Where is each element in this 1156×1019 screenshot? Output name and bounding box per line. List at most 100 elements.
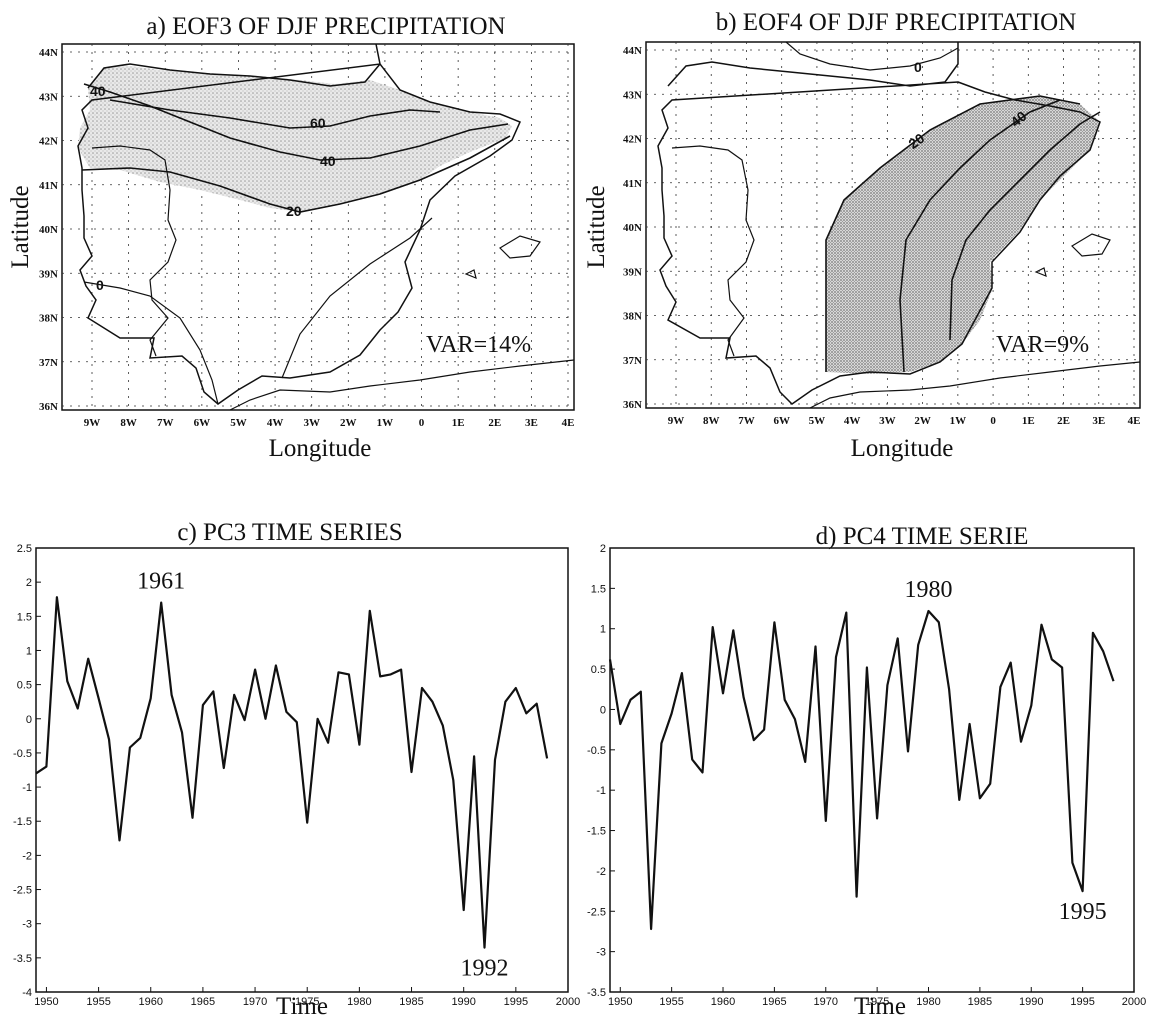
chart-c-annotation: 1992: [461, 956, 509, 982]
map-lon-tick-label: 1E: [1022, 415, 1035, 427]
chart-d-y-tick-label: -2: [596, 866, 606, 878]
chart-c-y-tick-label: -2.5: [13, 885, 32, 897]
map-lat-tick-label: 39N: [39, 268, 58, 280]
map-lat-tick-label: 44N: [623, 45, 642, 57]
chart-c-y-tick-label: 2.5: [17, 543, 32, 555]
chart-d-series: 1980 1995: [608, 577, 1115, 931]
chart-c-y-tick-label: -3.5: [13, 953, 32, 965]
chart-c-y-tick-label: -4: [22, 987, 32, 999]
map-b-lat-ticks: 44N 43N 42N 41N 40N 39N 38N 37N 36N: [623, 45, 642, 411]
chart-d-y-tick-label: 0: [600, 704, 606, 716]
map-lat-tick-label: 42N: [623, 134, 642, 146]
map-lat-tick-label: 40N: [623, 222, 642, 234]
map-lat-tick-label: 36N: [623, 399, 642, 411]
map-lat-tick-label: 42N: [39, 136, 58, 148]
chart-c-y-tick-label: -1.5: [13, 816, 32, 828]
map-a-title: a) EOF3 OF DJF PRECIPITATION: [146, 13, 505, 40]
map-b-shaded-region: [826, 96, 1100, 374]
map-lat-tick-label: 38N: [623, 311, 642, 323]
chart-d: d) PC4 TIME SERIE 1950 1955 1960 1965 1970 19…: [587, 523, 1146, 1019]
map-lat-tick-label: 37N: [623, 355, 642, 367]
map-a-lat-ticks: 44N 43N 42N 41N 40N 39N 38N 37N 36N: [39, 47, 58, 413]
map-lon-tick-label: 2E: [1057, 415, 1070, 427]
chart-c-x-tick-label: 1975: [295, 996, 319, 1008]
map-lat-tick-label: 40N: [39, 224, 58, 236]
chart-c-x-tick-label: 1990: [451, 996, 475, 1008]
map-lon-tick-label: 8W: [703, 415, 720, 427]
chart-c-y-tick-label: 1.5: [17, 611, 32, 623]
map-a-contour-label: 20: [286, 203, 302, 219]
chart-d-x-tick-label: 1970: [814, 996, 838, 1008]
chart-c-x-tick-label: 1995: [504, 996, 528, 1008]
map-lat-tick-label: 36N: [39, 401, 58, 413]
map-lat-tick-label: 41N: [39, 180, 58, 192]
chart-d-annotation: 1995: [1059, 899, 1107, 925]
map-a-shaded-region: [78, 66, 512, 212]
map-lat-tick-label: 39N: [623, 266, 642, 278]
map-a-lon-ticks: 9W 8W 7W 6W 5W 4W 3W 2W 1W 0 1E 2E 3E 4E: [84, 417, 575, 429]
map-lon-tick-label: 3E: [1092, 415, 1105, 427]
chart-d-x-tick-label: 1980: [916, 996, 940, 1008]
chart-d-x-tick-label: 2000: [1122, 996, 1146, 1008]
map-a-africa-coast: [229, 359, 575, 411]
map-b-africa-coast: [809, 361, 1141, 409]
map-b-contour-40-a: [899, 99, 1061, 373]
map-a-contour-label: 0: [96, 277, 104, 293]
map-b-contour-0: [785, 41, 959, 71]
map-lon-tick-label: 9W: [84, 417, 101, 429]
map-b: b) EOF4 OF DJF PRECIPITATION 0 20 40 VAR…: [583, 9, 1141, 462]
chart-c-series: 1961 1992: [35, 569, 549, 982]
chart-d-y-tick-label: -1.5: [587, 826, 606, 838]
map-a-contour-0-west: [83, 281, 219, 405]
chart-d-series-line: [608, 609, 1115, 931]
chart-c-x-tick-label: 1950: [34, 996, 58, 1008]
chart-d-title: d) PC4 TIME SERIE: [816, 523, 1029, 550]
chart-c-y-tick-label: -0.5: [13, 748, 32, 760]
map-b-xlabel: Longitude: [851, 435, 954, 462]
map-b-title: b) EOF4 OF DJF PRECIPITATION: [716, 9, 1077, 36]
map-lon-tick-label: 4W: [844, 415, 861, 427]
chart-d-x-tick-label: 1990: [1019, 996, 1043, 1008]
chart-d-x-tick-label: 1975: [865, 996, 889, 1008]
map-a: a) EOF3 OF DJF PRECIPITATION 40 60 40 20…: [7, 13, 575, 462]
map-lon-tick-label: 5W: [809, 415, 826, 427]
chart-d-xlabel: Time: [854, 993, 906, 1019]
map-b-ylabel: Latitude: [583, 185, 610, 268]
chart-d-y-tick-label: 0.5: [591, 664, 606, 676]
chart-d-x-tick-label: 1985: [968, 996, 992, 1008]
chart-c-y-tick-label: -2: [22, 850, 32, 862]
map-a-contour-label: 40: [320, 153, 336, 169]
map-lon-tick-label: 0: [419, 417, 425, 429]
chart-c-frame: [35, 547, 569, 993]
map-b-lon-ticks: 9W 8W 7W 6W 5W 4W 3W 2W 1W 0 1E 2E 3E 4E: [668, 415, 1141, 427]
map-lon-tick-label: 2E: [488, 417, 501, 429]
chart-c-ticks: 1950 1955 1960 1965 1970 1975 1980 1985 1990 1995…: [13, 543, 580, 1008]
map-lon-tick-label: 9W: [668, 415, 685, 427]
map-a-contour-0-east: [281, 217, 433, 379]
chart-c-x-tick-label: 1985: [399, 996, 423, 1008]
map-a-ylabel: Latitude: [7, 185, 34, 268]
map-lon-tick-label: 3W: [303, 417, 320, 429]
chart-d-y-tick-label: 2: [600, 543, 606, 555]
chart-c-x-tick-label: 1955: [86, 996, 110, 1008]
chart-c-y-tick-label: -1: [22, 782, 32, 794]
map-a-contour-20: [81, 135, 511, 213]
map-lat-tick-label: 37N: [39, 357, 58, 369]
map-lat-tick-label: 38N: [39, 313, 58, 325]
chart-c-annotation: 1961: [137, 569, 185, 595]
chart-d-y-tick-label: 1.5: [591, 583, 606, 595]
map-b-variance-label: VAR=9%: [996, 332, 1089, 358]
chart-d-frame: [609, 547, 1135, 993]
chart-c-x-tick-label: 2000: [556, 996, 580, 1008]
map-a-variance-label: VAR=14%: [426, 332, 531, 358]
map-a-contour-60: [109, 99, 441, 129]
map-lon-tick-label: 7W: [157, 417, 174, 429]
map-b-contour-label: 0: [914, 59, 922, 75]
map-lon-tick-label: 8W: [120, 417, 137, 429]
chart-c-x-tick-label: 1960: [139, 996, 163, 1008]
map-lon-tick-label: 6W: [194, 417, 211, 429]
map-lat-tick-label: 44N: [39, 47, 58, 59]
chart-c-y-tick-label: -3: [22, 919, 32, 931]
chart-d-x-tick-label: 1995: [1070, 996, 1094, 1008]
